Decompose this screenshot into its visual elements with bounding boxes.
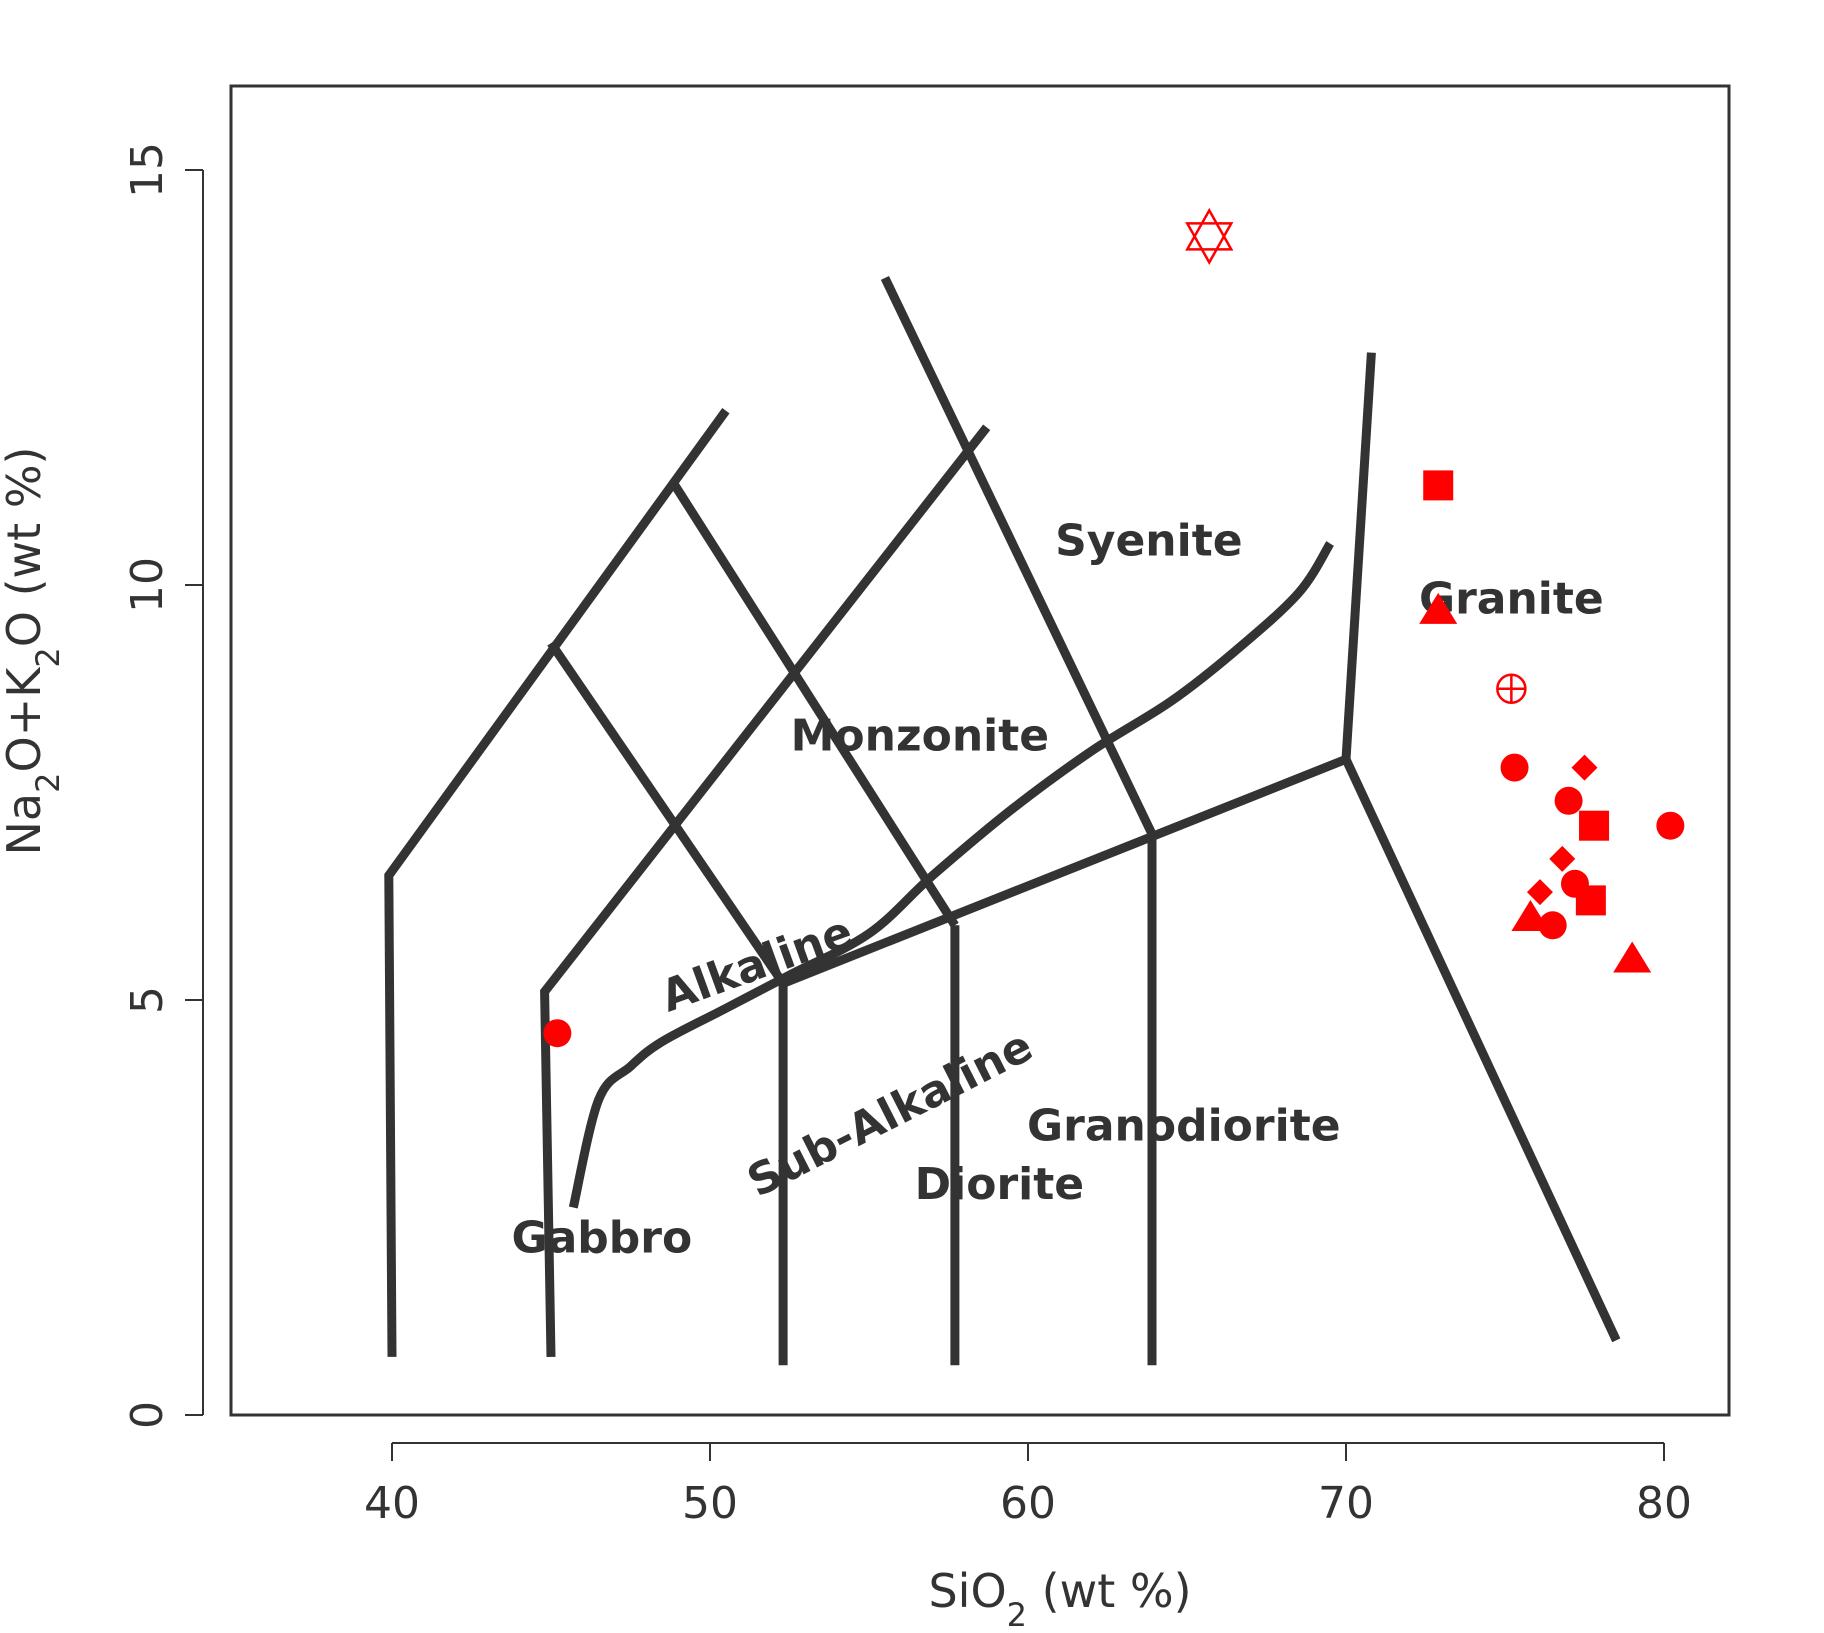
region-label: Syenite bbox=[1055, 516, 1243, 567]
diamond-marker bbox=[1526, 879, 1553, 906]
square-marker bbox=[1423, 470, 1454, 501]
y-tick-label: 10 bbox=[122, 557, 173, 613]
field-boundary-line bbox=[1341, 757, 1621, 1343]
circle-plus-marker bbox=[1496, 673, 1527, 704]
triangle-marker bbox=[1511, 900, 1550, 931]
star-of-david-marker bbox=[1185, 207, 1234, 265]
diamond-marker bbox=[1549, 845, 1576, 872]
square-marker bbox=[1579, 810, 1610, 841]
alkaline-divider-line bbox=[568, 541, 1334, 1209]
x-tick-label: 50 bbox=[682, 1478, 738, 1529]
y-axis-title: Na2O+K2O (wt %) bbox=[0, 447, 67, 856]
region-label: Alkaline bbox=[654, 906, 859, 1022]
y-tick-label: 0 bbox=[122, 1401, 173, 1429]
x-tick-label: 40 bbox=[364, 1478, 420, 1529]
region-label: Diorite bbox=[915, 1159, 1085, 1210]
field-boundary-line bbox=[540, 424, 991, 1357]
circle-marker bbox=[1656, 811, 1685, 840]
diamond-marker bbox=[1571, 754, 1598, 781]
field-boundaries bbox=[384, 275, 1621, 1366]
x-tick-label: 70 bbox=[1318, 1478, 1374, 1529]
x-axis-title: SiO2 (wt %) bbox=[928, 1564, 1191, 1633]
region-label: Granodiorite bbox=[1027, 1101, 1341, 1152]
plot-frame bbox=[229, 84, 1731, 1417]
y-axis: 0 5 10 15 bbox=[122, 142, 204, 1429]
field-boundary-line bbox=[671, 482, 959, 928]
region-label: Monzonite bbox=[791, 711, 1049, 762]
y-tick-label: 5 bbox=[122, 986, 173, 1014]
star-triangle-down bbox=[1185, 222, 1234, 265]
square-marker bbox=[1575, 885, 1606, 916]
triangle-marker bbox=[1613, 941, 1652, 973]
circle-marker bbox=[1500, 753, 1529, 782]
y-tick-label: 15 bbox=[122, 142, 173, 198]
x-axis: 40 50 60 70 80 bbox=[364, 1442, 1692, 1529]
region-label: Gabbro bbox=[512, 1213, 693, 1264]
x-tick-label: 80 bbox=[1636, 1478, 1692, 1529]
field-boundary-line bbox=[547, 640, 787, 986]
circle-marker bbox=[543, 1019, 572, 1048]
circle-marker bbox=[1554, 786, 1583, 815]
circle-marker bbox=[1538, 911, 1567, 940]
field-boundary-line bbox=[384, 408, 730, 1357]
triangle-marker bbox=[1419, 592, 1458, 624]
x-tick-label: 60 bbox=[1000, 1478, 1056, 1529]
data-markers bbox=[543, 207, 1685, 1048]
star-triangle-up bbox=[1185, 207, 1234, 251]
